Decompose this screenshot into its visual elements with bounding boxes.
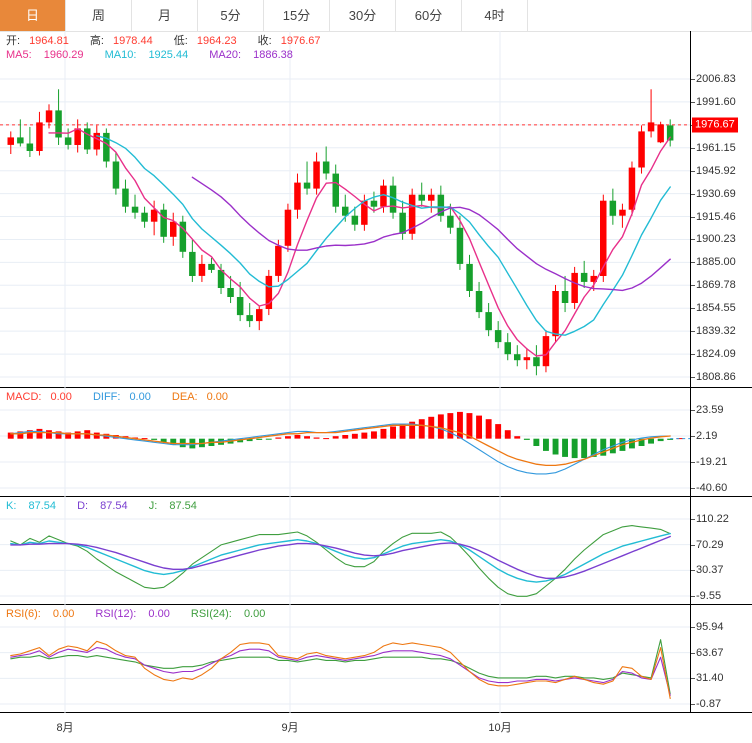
axis-tickmark (691, 239, 695, 241)
axis-tick-label: 110.22 (696, 513, 729, 525)
axis-tick-label: 1808.86 (696, 371, 736, 383)
axis-tickmark (691, 410, 695, 411)
axis-tickmark (691, 216, 695, 218)
axis-tick-label: -9.55 (696, 590, 722, 602)
axis-tick-label: -19.21 (696, 456, 728, 468)
tab-week[interactable]: 周 (66, 0, 132, 31)
axis-tick-label: 1915.46 (696, 210, 736, 223)
tab-4hour[interactable]: 4时 (462, 0, 528, 31)
current-price-badge: 1976.67 (692, 117, 738, 133)
axis-tick-label: 31.40 (696, 672, 724, 685)
axis-tickmark (691, 596, 695, 597)
price-panel: 开: 1964.81 高: 1978.44 低: 1964.23 收: 1976.67 … (0, 31, 752, 388)
axis-tickmark (691, 170, 695, 172)
axis-tick-label: 1961.15 (696, 141, 736, 154)
rsi-panel: RSI(6): 0.00 RSI(12): 0.00 RSI(24): 0.00… (0, 605, 752, 713)
tab-bar-filler (528, 0, 752, 31)
axis-tickmark (691, 462, 695, 463)
axis-tickmark (691, 193, 695, 195)
date-label-sep: 9月 (281, 722, 299, 734)
axis-tickmark (691, 519, 695, 520)
date-label-aug: 8月 (56, 722, 74, 734)
tab-month[interactable]: 月 (132, 0, 198, 31)
axis-tickmark (691, 308, 695, 310)
axis-tickmark (691, 354, 695, 356)
axis-tick-label: 1991.60 (696, 95, 736, 108)
axis-tick-label: 1824.09 (696, 348, 736, 361)
axis-tick-label: 2006.83 (696, 73, 736, 85)
macd-plot[interactable] (0, 388, 690, 497)
tab-5min[interactable]: 5分 (198, 0, 264, 31)
axis-tickmark (691, 544, 695, 546)
axis-tickmark (691, 377, 695, 378)
date-label-oct: 10月 (488, 722, 512, 734)
axis-tick-label: 70.29 (696, 538, 724, 551)
tab-60min[interactable]: 60分 (396, 0, 462, 31)
axis-tickmark (691, 627, 695, 628)
axis-tickmark (691, 79, 695, 80)
axis-tickmark (691, 488, 695, 489)
kdj-axis: 110.22 70.29 30.37 -9.55 (690, 497, 752, 604)
axis-tick-label: 1930.69 (696, 187, 736, 200)
axis-tickmark (691, 147, 695, 149)
axis-tickmark (691, 101, 695, 103)
kdj-panel: K: 87.54 D: 87.54 J: 87.54 110.22 70.29 30… (0, 497, 752, 605)
kdj-plot[interactable] (0, 497, 690, 605)
axis-tick-label: 1839.32 (696, 325, 736, 338)
axis-tick-label: 95.94 (696, 621, 724, 633)
axis-tickmark (691, 262, 695, 264)
tab-30min[interactable]: 30分 (330, 0, 396, 31)
rsi-axis: 95.94 63.67 31.40 -0.87 (690, 605, 752, 712)
axis-tick-label: 63.67 (696, 646, 724, 659)
axis-tickmark (691, 331, 695, 333)
axis-tick-label: 1869.78 (696, 279, 736, 292)
axis-tick-label: 1854.55 (696, 302, 736, 315)
axis-tickmark (691, 652, 695, 654)
axis-tick-label: -0.87 (696, 698, 722, 710)
axis-tickmark (691, 570, 695, 572)
axis-tick-label: -40.60 (696, 482, 728, 494)
macd-panel: MACD: 0.00 DIFF: 0.00 DEA: 0.00 23.59 2.19 -1… (0, 388, 752, 497)
axis-tick-label: 1945.92 (696, 164, 736, 177)
tab-day[interactable]: 日 (0, 0, 66, 31)
axis-tickmark (691, 704, 695, 705)
rsi-plot[interactable] (0, 605, 690, 713)
macd-axis: 23.59 2.19 -19.21 -40.60 (690, 388, 752, 496)
period-tab-bar: 日 周 月 5分 15分 30分 60分 4时 (0, 0, 752, 32)
axis-tick-label: 1885.00 (696, 256, 736, 269)
axis-tickmark (691, 678, 695, 680)
axis-tickmark (691, 285, 695, 287)
axis-tick-label: 2.19 (696, 430, 718, 442)
candlestick-plot[interactable] (0, 31, 690, 388)
axis-tick-label: 30.37 (696, 564, 724, 577)
axis-tick-label: 23.59 (696, 404, 724, 416)
axis-tickmark (691, 436, 695, 437)
price-axis: 2006.83 1991.60 1976.67 1961.15 1945.92 1930.… (690, 31, 752, 387)
tab-15min[interactable]: 15分 (264, 0, 330, 31)
date-axis: 8月 9月 10月 (0, 713, 752, 743)
axis-tick-label: 1900.23 (696, 233, 736, 246)
